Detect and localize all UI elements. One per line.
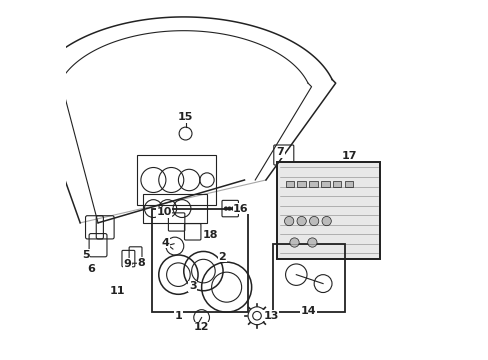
Bar — [297, 181, 305, 187]
Circle shape — [231, 207, 234, 210]
Text: 5: 5 — [81, 250, 89, 260]
Text: 14: 14 — [301, 306, 316, 316]
Bar — [142, 194, 206, 223]
Circle shape — [227, 207, 230, 210]
Text: 1: 1 — [174, 311, 182, 321]
Bar — [272, 244, 344, 312]
Circle shape — [284, 216, 293, 226]
Text: 10: 10 — [156, 207, 171, 217]
Bar — [137, 155, 216, 205]
Text: 9: 9 — [123, 258, 131, 269]
Text: 8: 8 — [138, 258, 145, 268]
Text: 7: 7 — [276, 147, 284, 157]
Text: 3: 3 — [188, 282, 196, 292]
Bar — [344, 181, 352, 187]
Text: 17: 17 — [342, 151, 357, 161]
Bar — [276, 162, 380, 258]
Bar — [276, 162, 380, 258]
Circle shape — [307, 238, 316, 247]
Text: 6: 6 — [87, 264, 95, 274]
Text: 4: 4 — [161, 238, 169, 248]
Circle shape — [309, 216, 318, 226]
Circle shape — [322, 216, 331, 226]
Text: 15: 15 — [178, 112, 193, 122]
Text: 2: 2 — [218, 252, 226, 262]
Bar — [320, 181, 329, 187]
Text: 12: 12 — [193, 322, 209, 332]
Bar — [308, 181, 317, 187]
Text: 16: 16 — [233, 203, 248, 213]
Bar — [151, 208, 247, 312]
Circle shape — [296, 216, 305, 226]
Bar — [285, 181, 294, 187]
Text: 18: 18 — [203, 230, 218, 240]
Bar — [332, 181, 341, 187]
Text: 11: 11 — [110, 287, 125, 296]
Circle shape — [224, 207, 227, 210]
Circle shape — [289, 238, 299, 247]
Text: 13: 13 — [263, 311, 278, 321]
